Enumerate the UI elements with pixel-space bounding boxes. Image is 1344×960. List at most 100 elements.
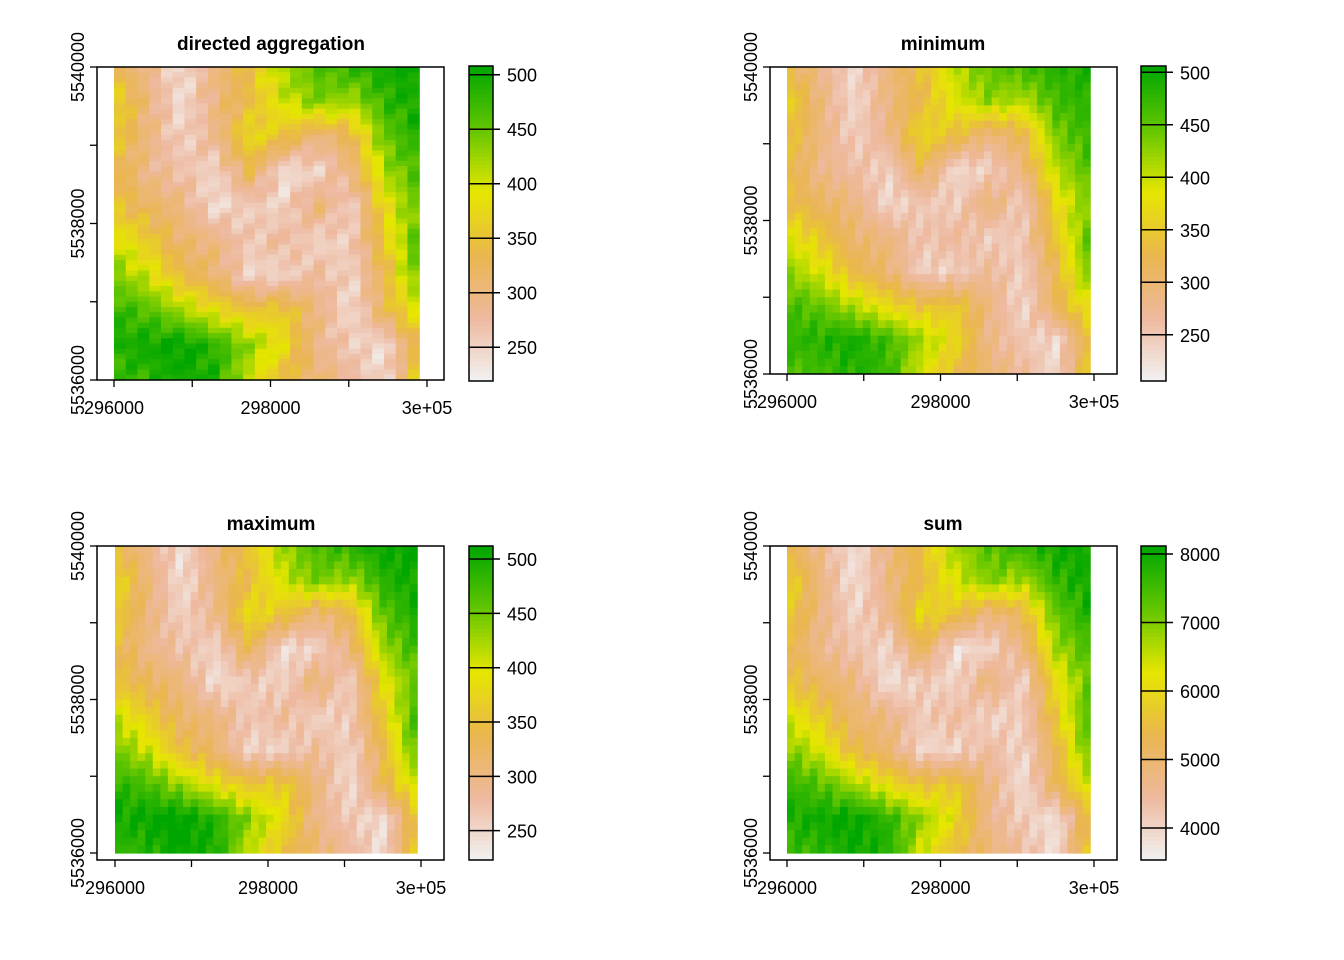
raster-cell bbox=[167, 576, 177, 585]
raster-cell bbox=[266, 317, 279, 324]
raster-cell bbox=[122, 668, 131, 678]
raster-cell bbox=[809, 212, 818, 222]
raster-cell bbox=[885, 320, 894, 329]
raster-cell bbox=[296, 661, 305, 670]
raster-cell bbox=[290, 181, 303, 188]
raster-cell bbox=[172, 317, 186, 324]
legend-swatch bbox=[469, 89, 493, 95]
raster-cell bbox=[946, 189, 955, 199]
raster-cell bbox=[273, 561, 282, 570]
raster-cell bbox=[946, 105, 955, 114]
raster-cell bbox=[386, 799, 396, 808]
raster-cell bbox=[290, 244, 303, 251]
raster-cell bbox=[900, 74, 909, 83]
raster-cell bbox=[184, 98, 197, 105]
raster-cell bbox=[1067, 289, 1076, 298]
raster-cell bbox=[114, 192, 127, 199]
raster-cell bbox=[855, 128, 864, 137]
raster-cell bbox=[303, 822, 313, 831]
raster-cell bbox=[266, 93, 279, 99]
raster-cell bbox=[372, 87, 385, 94]
raster-cell bbox=[196, 103, 209, 110]
raster-cell bbox=[991, 366, 1000, 375]
raster-cell bbox=[325, 306, 338, 313]
raster-cell bbox=[266, 699, 275, 708]
raster-cell bbox=[976, 205, 985, 214]
raster-cell bbox=[313, 218, 326, 225]
raster-cell bbox=[196, 233, 209, 240]
raster-cell bbox=[172, 150, 186, 157]
raster-cell bbox=[1014, 136, 1023, 145]
raster-cell bbox=[254, 301, 268, 308]
raster-cell bbox=[228, 630, 237, 639]
raster-cell bbox=[885, 312, 894, 321]
legend-swatch bbox=[469, 239, 493, 244]
raster-cell bbox=[386, 776, 396, 785]
raster-cell bbox=[938, 297, 947, 306]
raster-cell bbox=[114, 239, 127, 245]
raster-cell bbox=[250, 553, 260, 562]
raster-cell bbox=[855, 312, 864, 321]
raster-cell bbox=[1067, 304, 1076, 314]
raster-cell bbox=[145, 561, 154, 570]
raster-cell bbox=[999, 205, 1008, 214]
raster-cell bbox=[122, 691, 131, 701]
raster-cell bbox=[1044, 220, 1053, 229]
legend-swatch bbox=[469, 353, 493, 358]
raster-cell bbox=[1014, 220, 1023, 229]
raster-cell bbox=[900, 120, 909, 129]
raster-cell bbox=[137, 239, 150, 245]
raster-cell bbox=[348, 124, 362, 131]
raster-cell bbox=[787, 151, 796, 160]
raster-cell bbox=[145, 592, 154, 601]
raster-cell bbox=[145, 569, 154, 578]
raster-cell bbox=[184, 348, 197, 355]
legend-swatch bbox=[469, 184, 493, 189]
raster-cell bbox=[334, 730, 343, 739]
raster-cell bbox=[1006, 97, 1015, 106]
raster-cell bbox=[243, 87, 256, 94]
raster-cell bbox=[877, 136, 887, 145]
raster-cell bbox=[379, 768, 388, 777]
raster-cell bbox=[1052, 74, 1061, 83]
raster-cell bbox=[122, 661, 131, 670]
raster-cell bbox=[794, 128, 803, 137]
raster-cell bbox=[190, 546, 199, 555]
legend-swatch bbox=[1141, 152, 1166, 158]
raster-cell bbox=[356, 791, 365, 800]
raster-cell bbox=[1075, 151, 1084, 160]
raster-cell bbox=[923, 220, 932, 229]
raster-cell bbox=[250, 814, 260, 823]
raster-cell bbox=[125, 134, 139, 141]
raster-cell bbox=[364, 822, 373, 831]
raster-cell bbox=[349, 607, 358, 616]
raster-cell bbox=[290, 286, 303, 292]
raster-cell bbox=[175, 822, 184, 831]
raster-cell bbox=[824, 320, 834, 329]
raster-cell bbox=[938, 166, 947, 176]
raster-cell bbox=[172, 108, 186, 115]
raster-cell bbox=[877, 113, 887, 122]
raster-cell bbox=[326, 760, 335, 770]
raster-cell bbox=[235, 753, 245, 762]
raster-cell bbox=[953, 120, 962, 129]
raster-cell bbox=[160, 93, 174, 99]
raster-cell bbox=[341, 576, 350, 585]
raster-cell bbox=[266, 684, 275, 693]
raster-cell bbox=[1037, 335, 1046, 344]
raster-cell bbox=[281, 822, 290, 831]
raster-cell bbox=[250, 622, 260, 632]
raster-cell bbox=[999, 258, 1008, 268]
raster-cell bbox=[250, 684, 260, 693]
raster-cell bbox=[1067, 258, 1076, 268]
raster-cell bbox=[961, 212, 970, 222]
raster-cell bbox=[938, 136, 947, 145]
raster-cell bbox=[250, 576, 260, 585]
raster-cell bbox=[824, 67, 834, 76]
raster-cell bbox=[1075, 212, 1084, 222]
raster-cell bbox=[198, 776, 207, 785]
raster-cell bbox=[407, 296, 420, 303]
raster-cell bbox=[877, 243, 887, 252]
raster-cell bbox=[383, 306, 397, 313]
raster-cell bbox=[855, 212, 864, 222]
